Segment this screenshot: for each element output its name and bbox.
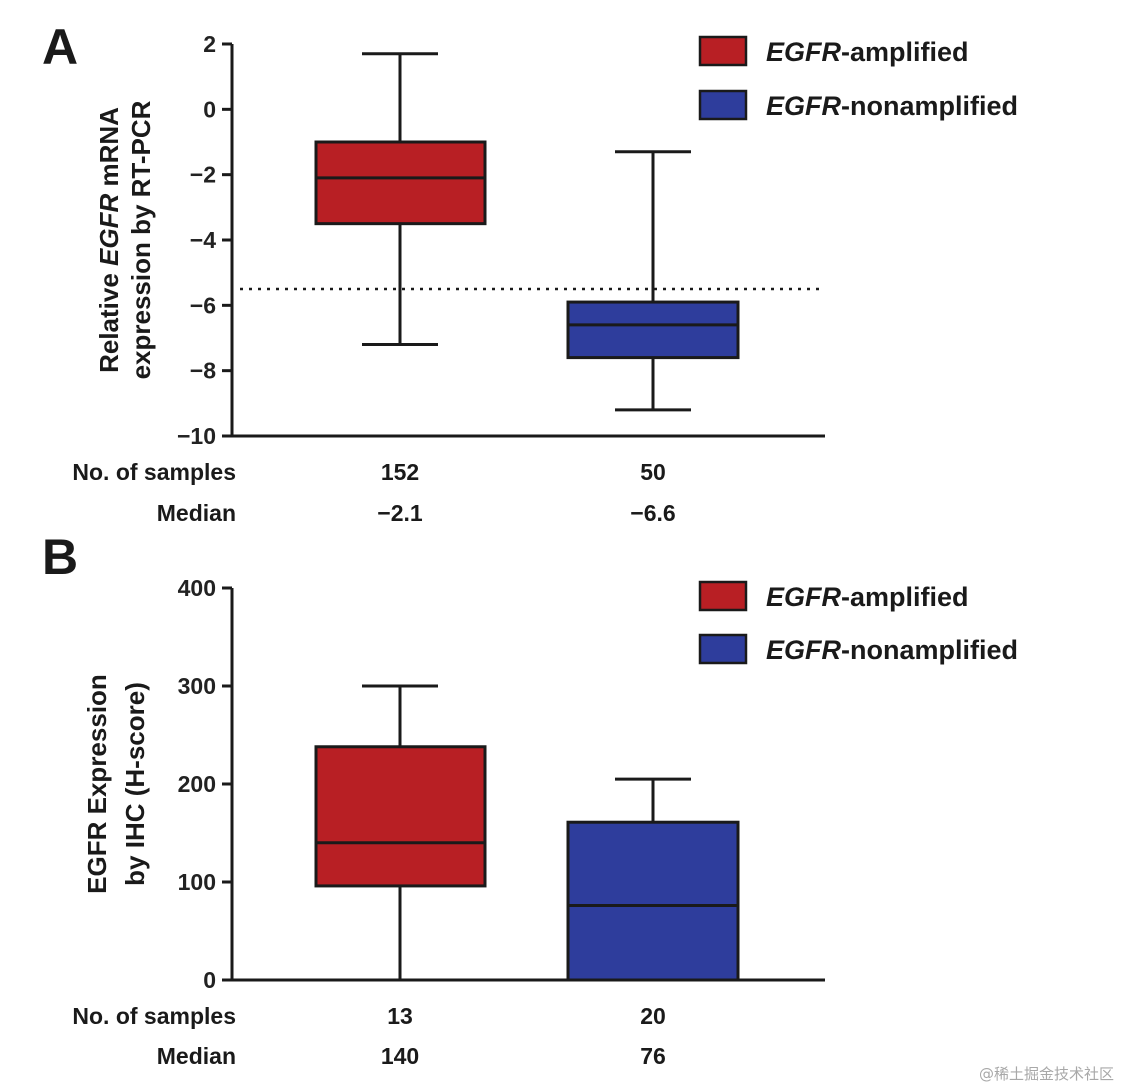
table-cell: −2.1 (377, 500, 423, 526)
y-axis-label-part: EGFR (94, 194, 124, 266)
y-axis-label: EGFR Expression by IHC (H-score) (82, 674, 150, 894)
table-row-label: No. of samples (72, 1003, 236, 1029)
y-axis-label-line: Relative EGFR mRNA (94, 107, 124, 373)
panel-a: A 2 0 −2 −4 −6 −8 −10 Relative EGFR mRNAexpressi… (42, 19, 1018, 526)
box-iqr (314, 140, 487, 226)
legend-label-gene: EGFR (766, 91, 842, 121)
box-nonamplified (566, 777, 740, 982)
legend-label: EGFR-amplified (766, 37, 969, 67)
legend-label-gene: EGFR (766, 37, 842, 67)
panel-letter: A (42, 19, 78, 75)
legend-swatch (698, 35, 748, 67)
table-cell: −6.6 (630, 500, 675, 526)
legend-label-suffix: -amplified (841, 37, 969, 67)
legend-label: EGFR-amplified (766, 582, 969, 612)
table-cell: 20 (640, 1003, 666, 1029)
table-row-label: Median (157, 500, 236, 526)
y-axis-label-part: expression by RT-PCR (126, 100, 156, 379)
y-tick-label: 0 (203, 96, 216, 122)
legend-swatch (698, 89, 748, 121)
legend-label: EGFR-nonamplified (766, 91, 1018, 121)
table-row-label: No. of samples (72, 459, 236, 485)
legend-item-amplified: EGFR-amplified (698, 580, 969, 612)
box-amplified (314, 52, 487, 347)
y-tick-label: 400 (178, 575, 216, 601)
box-iqr (314, 745, 487, 888)
panel-letter: B (42, 529, 78, 585)
legend-label: EGFR-nonamplified (766, 635, 1018, 665)
y-axis-label-part: Relative (94, 266, 124, 373)
box-iqr (566, 300, 740, 360)
table-row-label: Median (157, 1043, 236, 1069)
y-axis-label: Relative EGFR mRNAexpression by RT-PCR (94, 100, 156, 379)
legend-item-amplified: EGFR-amplified (698, 35, 969, 67)
y-axis-label-part: by IHC (H-score) (120, 682, 150, 886)
legend-label-suffix: -nonamplified (841, 91, 1018, 121)
legend-item-nonamplified: EGFR-nonamplified (698, 633, 1018, 665)
y-axis-label-line: by IHC (H-score) (120, 682, 150, 886)
panel-b: B 400 300 200 100 0 EGFR Expression by IHC (H-s… (42, 529, 1018, 1069)
table-cell: 76 (640, 1043, 666, 1069)
box-iqr (566, 820, 740, 982)
legend-label-gene: EGFR (766, 635, 842, 665)
y-axis-label-part: mRNA (94, 107, 124, 194)
y-tick-label: 300 (178, 673, 216, 699)
table-cell: 50 (640, 459, 666, 485)
y-tick-label: −2 (190, 162, 216, 188)
y-tick-label: −8 (190, 358, 216, 384)
legend-label-suffix: -nonamplified (841, 635, 1018, 665)
y-tick-label: 2 (203, 31, 216, 57)
y-axis-label-line: expression by RT-PCR (126, 100, 156, 379)
box-amplified (314, 684, 487, 980)
y-tick-label: 200 (178, 771, 216, 797)
legend-swatch (698, 580, 748, 612)
box-nonamplified (566, 150, 740, 412)
y-axis-label-part: EGFR Expression (82, 674, 112, 894)
legend-swatch (698, 633, 748, 665)
y-tick-label: −4 (190, 227, 216, 253)
table-cell: 13 (387, 1003, 413, 1029)
table-cell: 152 (381, 459, 419, 485)
y-tick-label: 100 (178, 869, 216, 895)
legend-label-gene: EGFR (766, 582, 842, 612)
y-tick-label: −6 (190, 292, 216, 318)
table-cell: 140 (381, 1043, 419, 1069)
legend-label-suffix: -amplified (841, 582, 969, 612)
y-axis-label-line: EGFR Expression (82, 674, 112, 894)
y-tick-label: −10 (177, 423, 216, 449)
legend-item-nonamplified: EGFR-nonamplified (698, 89, 1018, 121)
watermark: @稀土掘金技术社区 (978, 1065, 1114, 1083)
y-tick-label: 0 (203, 967, 216, 993)
